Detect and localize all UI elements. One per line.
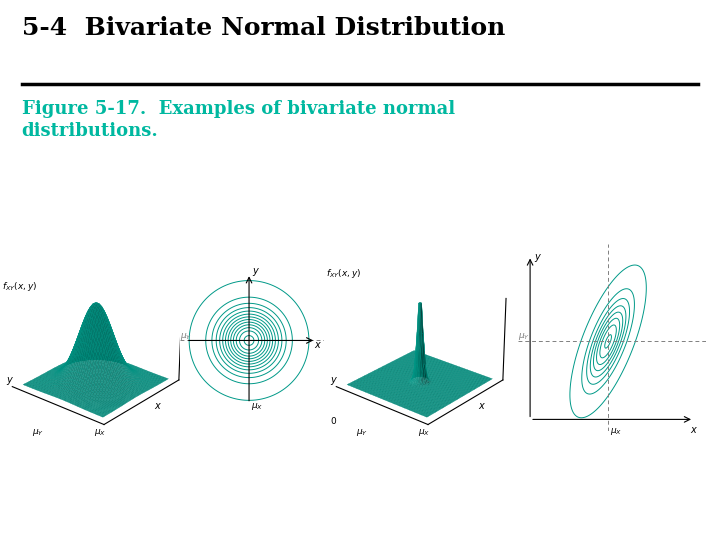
Text: $x$: $x$ xyxy=(314,340,323,350)
Text: Figure 5-17.  Examples of bivariate normal: Figure 5-17. Examples of bivariate norma… xyxy=(22,100,455,118)
Text: $\mu_Y$: $\mu_Y$ xyxy=(32,427,44,437)
Text: $x$: $x$ xyxy=(153,401,161,411)
Text: $\mu_X$: $\mu_X$ xyxy=(610,426,622,437)
Text: $\mu_Y$: $\mu_Y$ xyxy=(518,330,531,341)
Text: $x$: $x$ xyxy=(477,401,485,411)
Text: $0$: $0$ xyxy=(330,415,337,426)
Text: $\mu_X$: $\mu_X$ xyxy=(251,401,264,411)
Text: $y$: $y$ xyxy=(252,266,260,279)
Text: $x$: $x$ xyxy=(690,425,698,435)
Text: $y$: $y$ xyxy=(6,375,14,387)
Text: $\mu_Y$: $\mu_Y$ xyxy=(356,427,368,437)
Text: $\mu_Y$: $\mu_Y$ xyxy=(180,330,192,341)
Text: $y$: $y$ xyxy=(330,375,338,387)
Text: $f_{XY}(x, y)$: $f_{XY}(x, y)$ xyxy=(2,280,37,293)
Text: $y$: $y$ xyxy=(534,252,542,264)
Text: $f_{XY}(x, y)$: $f_{XY}(x, y)$ xyxy=(326,267,361,280)
Text: $\mu_X$: $\mu_X$ xyxy=(94,427,106,437)
Text: distributions.: distributions. xyxy=(22,122,158,139)
Text: 5-4  Bivariate Normal Distribution: 5-4 Bivariate Normal Distribution xyxy=(22,16,505,40)
Text: $\mu_X$: $\mu_X$ xyxy=(418,427,430,437)
